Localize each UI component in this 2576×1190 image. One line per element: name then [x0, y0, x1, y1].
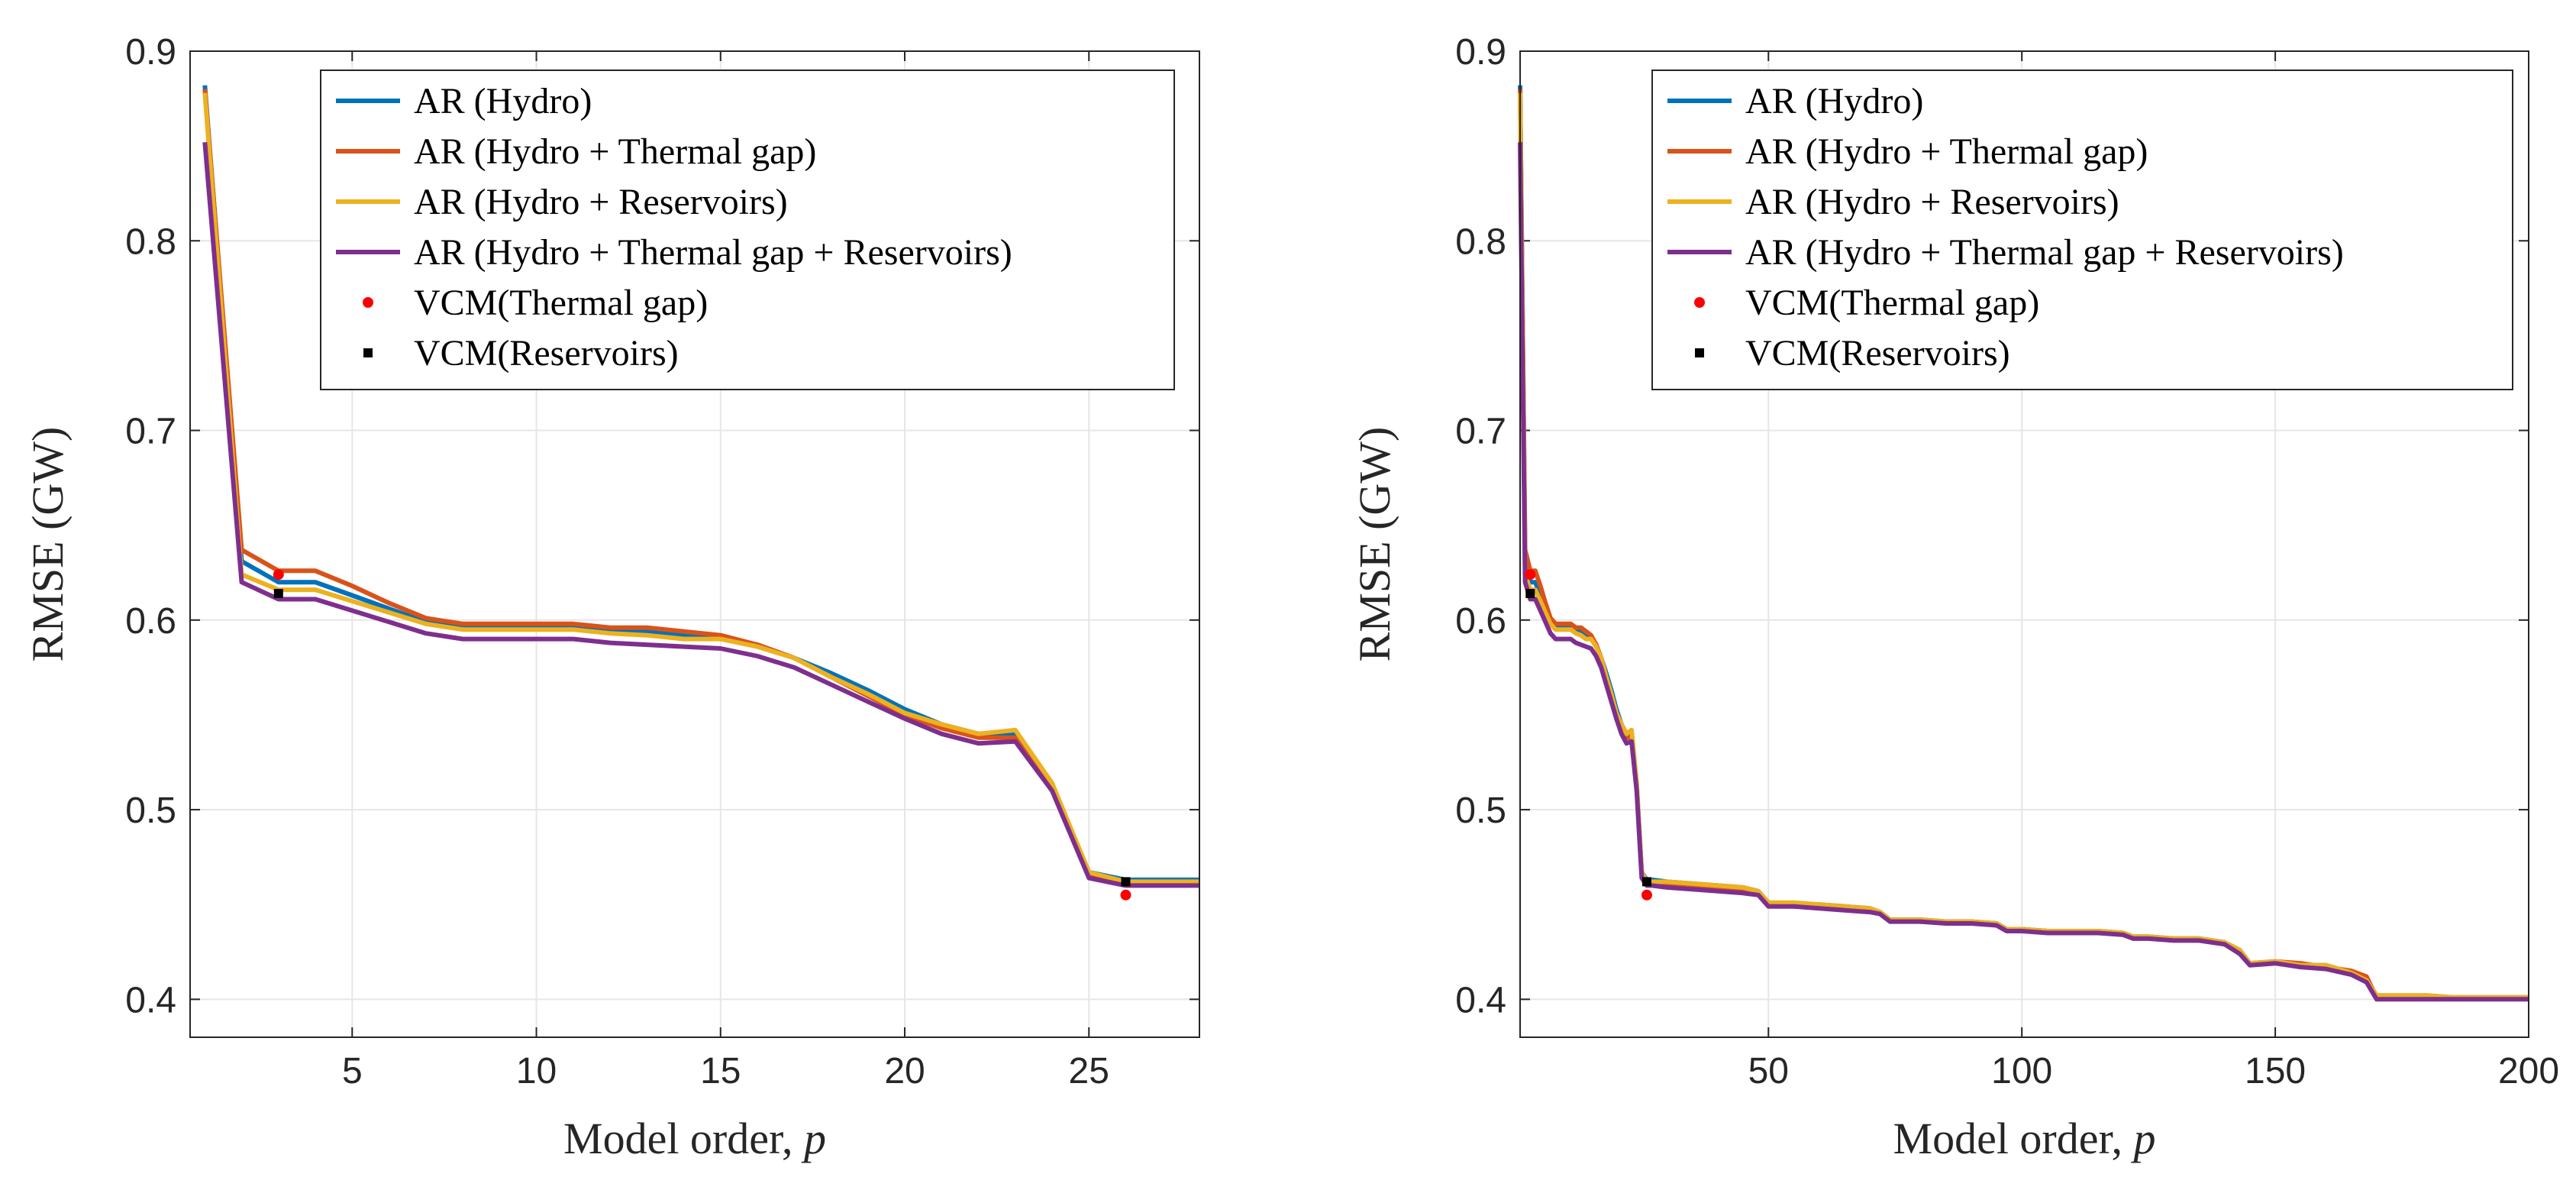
marker-reservoirs — [1525, 589, 1535, 599]
y-tick-label: 0.7 — [125, 412, 176, 452]
axes-box — [189, 50, 1200, 1038]
legend-label: VCM(Reservoirs) — [414, 333, 679, 373]
legend-marker-reservoirs — [363, 348, 373, 357]
x-tick-label: 150 — [2245, 1051, 2306, 1091]
y-tick-label: 0.5 — [1455, 791, 1506, 831]
y-tick-label: 0.6 — [1455, 601, 1506, 642]
legend-label: AR (Hydro + Reservoirs) — [414, 182, 788, 222]
y-tick-label: 0.9 — [125, 32, 176, 73]
legend-label: AR (Hydro + Thermal gap) — [414, 131, 816, 172]
marker-thermal-gap — [1120, 889, 1131, 901]
legend-label: AR (Hydro) — [414, 81, 592, 121]
marker-thermal-gap — [1641, 889, 1652, 901]
y-axis-label: RMSE (GW) — [23, 427, 73, 662]
x-tick-label: 20 — [884, 1051, 925, 1091]
x-tick-label: 15 — [700, 1051, 741, 1091]
series-line-4 — [202, 141, 1199, 888]
marker-thermal-gap — [273, 569, 284, 580]
y-tick-label: 0.6 — [125, 601, 176, 642]
legend-label: VCM(Reservoirs) — [1745, 333, 2010, 373]
y-axis-label: RMSE (GW) — [1350, 427, 1399, 662]
y-tick-label: 0.7 — [1455, 412, 1506, 452]
y-tick-label: 0.4 — [125, 980, 176, 1020]
legend-label: VCM(Thermal gap) — [1745, 283, 2039, 323]
y-tick-label: 0.5 — [125, 791, 176, 831]
legend-label: VCM(Thermal gap) — [414, 283, 708, 323]
axes-box — [1519, 50, 2529, 1038]
y-tick-label: 0.8 — [125, 222, 176, 262]
series-line-4 — [1518, 142, 2529, 1002]
legend-label: AR (Hydro + Thermal gap + Reservoirs) — [1745, 232, 2344, 273]
chart-2: 50 100 150 200 0.4 0.5 0.6 0.7 0.8 0.9 Model order… — [1350, 32, 2559, 1163]
x-tick-label: 200 — [2498, 1051, 2559, 1091]
legend: AR (Hydro) AR (Hydro + Thermal gap) AR (Hy… — [320, 70, 1175, 390]
legend-marker-thermal-gap — [363, 297, 373, 308]
marker-reservoirs — [1641, 877, 1651, 887]
x-axis-label: Model order, p — [1893, 1114, 2156, 1163]
chart-1: 5 10 15 20 25 0.4 0.5 0.6 0.7 0.8 0.9 Model order, … — [23, 32, 1200, 1163]
legend-label: AR (Hydro) — [1745, 81, 1923, 121]
legend-box — [320, 70, 1175, 390]
x-tick-label: 50 — [1748, 1051, 1789, 1091]
x-axis-label: Model order, p — [563, 1114, 826, 1163]
y-tick-label: 0.8 — [1455, 222, 1506, 262]
legend-marker-reservoirs — [1695, 348, 1704, 357]
legend-marker-thermal-gap — [1694, 297, 1705, 308]
x-tick-label: 5 — [342, 1051, 363, 1091]
legend-label: AR (Hydro + Thermal gap + Reservoirs) — [414, 232, 1012, 273]
legend: AR (Hydro) AR (Hydro + Thermal gap) AR (Hy… — [1651, 70, 2513, 390]
marker-reservoirs — [1121, 877, 1131, 887]
marker-reservoirs — [273, 589, 283, 599]
y-tick-label: 0.9 — [1455, 32, 1506, 73]
legend-label: AR (Hydro + Reservoirs) — [1745, 182, 2119, 222]
legend-label: AR (Hydro + Thermal gap) — [1745, 131, 2148, 172]
x-tick-label: 25 — [1069, 1051, 1109, 1091]
marker-thermal-gap — [1525, 569, 1536, 580]
series-line-3 — [202, 92, 1199, 884]
y-tick-label: 0.4 — [1455, 980, 1506, 1020]
legend-box — [1651, 70, 2513, 390]
x-tick-label: 100 — [1991, 1051, 2052, 1091]
x-tick-label: 10 — [516, 1051, 557, 1091]
